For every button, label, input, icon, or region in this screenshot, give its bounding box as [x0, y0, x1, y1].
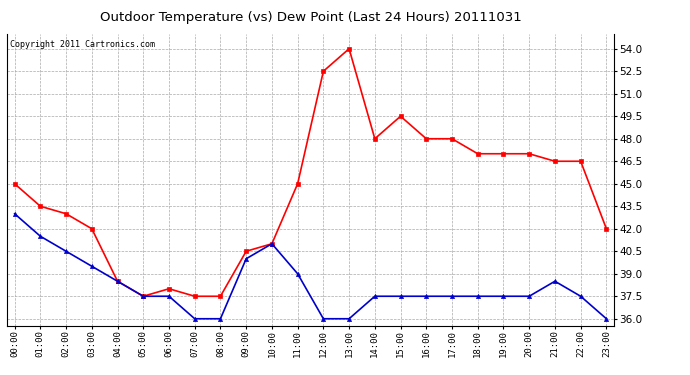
Text: Outdoor Temperature (vs) Dew Point (Last 24 Hours) 20111031: Outdoor Temperature (vs) Dew Point (Last…	[99, 11, 522, 24]
Text: Copyright 2011 Cartronics.com: Copyright 2011 Cartronics.com	[10, 40, 155, 49]
